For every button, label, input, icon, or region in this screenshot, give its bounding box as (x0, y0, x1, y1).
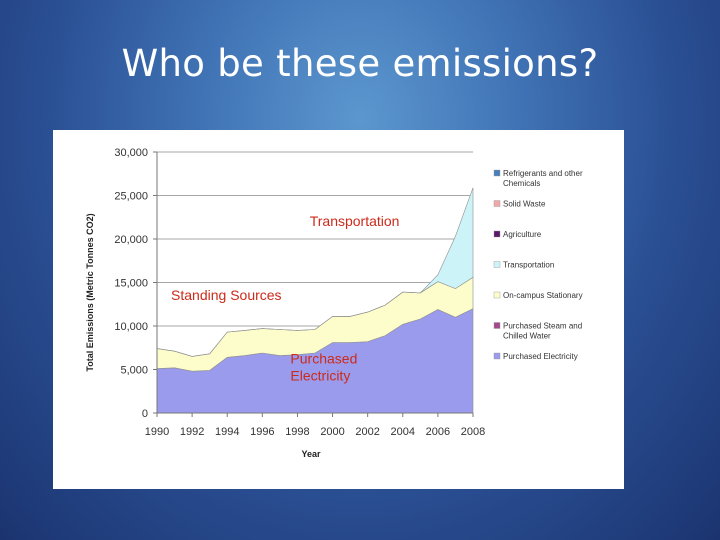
x-tick-label: 1992 (180, 426, 204, 438)
legend-label-line: Solid Waste (503, 200, 546, 209)
chart-annotations: Transportation Standing Sources Purchased E… (171, 213, 399, 383)
legend-label: Agriculture (503, 230, 542, 239)
x-tick-label: 1994 (215, 426, 239, 438)
y-tick-label: 15,000 (114, 278, 148, 290)
legend-label: Solid Waste (503, 200, 546, 209)
legend-label-line: Chemicals (503, 179, 540, 188)
annotation-label: Transportation (310, 213, 400, 229)
y-tick-label: 5,000 (120, 365, 148, 377)
legend-swatch (493, 291, 501, 299)
legend-label: Purchased Steam and Chilled Water (503, 322, 582, 341)
x-axis-title: Year (301, 449, 321, 459)
annotation-line: Transportation (310, 213, 400, 229)
legend-label: Refrigerants and other Chemicals (503, 169, 583, 188)
emissions-chart: 0 5,000 10,000 15,000 20,000 25,000 30,000 199… (53, 130, 624, 489)
legend-item: Purchased Electricity (493, 352, 578, 361)
x-tick-labels: 1990 1992 1994 1996 1998 2000 2002 2004 2006 2008 (145, 413, 485, 438)
legend-label: Purchased Electricity (503, 352, 578, 361)
y-axis-title: Total Emissions (Metric Tonnes CO2) (85, 213, 95, 371)
legend-swatch (493, 200, 501, 207)
legend-swatch (493, 322, 501, 329)
legend-item: Solid Waste (493, 200, 546, 209)
x-tick-label: 2008 (461, 426, 485, 438)
legend-item: On-campus Stationary (493, 291, 583, 300)
slide-title: Who be these emissions? (121, 42, 599, 85)
y-tick-label: 25,000 (114, 191, 148, 203)
annotation-line: Standing Sources (171, 287, 282, 303)
x-tick-label: 1998 (285, 426, 309, 438)
stacked-areas (156, 187, 474, 414)
legend-swatch (493, 169, 501, 177)
x-tick-label: 2000 (320, 426, 344, 438)
annotation-line: Electricity (290, 367, 350, 383)
y-tick-label: 20,000 (114, 234, 148, 246)
legend-label-line: On-campus Stationary (503, 291, 583, 300)
legend-label-line: Chilled Water (503, 332, 551, 341)
area-transportation (156, 187, 474, 357)
y-tick-label: 0 (142, 408, 148, 420)
legend-label: On-campus Stationary (503, 291, 583, 300)
legend-swatch (493, 352, 501, 360)
x-tick-label: 1990 (145, 426, 169, 438)
legend-label-line: Purchased Steam and (503, 322, 582, 331)
legend-swatch (493, 261, 501, 268)
x-tick-label: 2004 (391, 426, 415, 438)
legend-label-line: Purchased Electricity (503, 352, 578, 361)
annotation-label: Standing Sources (171, 287, 282, 303)
y-tick-label: 10,000 (114, 321, 148, 333)
legend: Refrigerants and other Chemicals Solid Was… (493, 169, 583, 361)
legend-label-line: Transportation (503, 261, 554, 270)
legend-item: Purchased Steam and Chilled Water (493, 322, 582, 341)
legend-label-line: Agriculture (503, 230, 542, 239)
annotation-line: Purchased (290, 350, 357, 366)
y-tick-label: 30,000 (114, 147, 148, 159)
legend-label-line: Refrigerants and other (503, 169, 583, 178)
legend-item: Agriculture (493, 230, 542, 239)
legend-item: Transportation (493, 261, 554, 270)
x-tick-label: 2006 (426, 426, 450, 438)
chart-canvas: 0 5,000 10,000 15,000 20,000 25,000 30,000 199… (85, 147, 583, 459)
legend-item: Refrigerants and other Chemicals (493, 169, 583, 188)
legend-label: Transportation (503, 261, 554, 270)
x-tick-label: 2002 (355, 426, 379, 438)
legend-swatch (493, 230, 501, 238)
annotation-label: Purchased Electricity (290, 350, 357, 383)
y-tick-labels: 0 5,000 10,000 15,000 20,000 25,000 30,000 (114, 147, 157, 420)
x-tick-label: 1996 (250, 426, 274, 438)
